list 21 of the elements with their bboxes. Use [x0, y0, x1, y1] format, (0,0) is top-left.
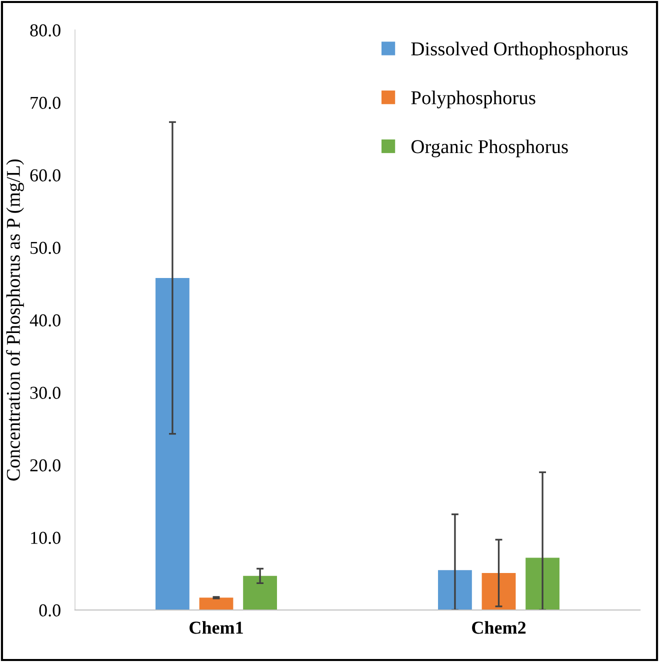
bar — [156, 278, 190, 610]
y-tick-label: 0.0 — [39, 604, 60, 617]
bar — [199, 598, 234, 610]
legend-label: Organic Phosphorus — [411, 140, 568, 158]
y-tick-label: 60.0 — [30, 169, 60, 182]
bar — [526, 558, 560, 610]
y-axis-title: Concentration of Phosphorus as P (mg/L) — [6, 159, 24, 481]
y-tick-label: 50.0 — [30, 242, 60, 254]
y-tick-label: 70.0 — [30, 96, 60, 110]
x-tick-label: Chem2 — [472, 621, 526, 634]
legend-label: Polyphosphorus — [411, 90, 536, 108]
y-tick-label: 20.0 — [30, 459, 60, 472]
y-tick-label: 10.0 — [31, 532, 60, 544]
y-tick-label: 80.0 — [30, 24, 60, 37]
x-tick-label: Chem1 — [190, 621, 243, 634]
bar — [482, 573, 516, 610]
y-tick-label: 40.0 — [30, 314, 60, 327]
y-tick-label: 30.0 — [30, 386, 60, 400]
bar — [243, 576, 277, 610]
legend-label: Dissolved Orthophosphorus — [411, 42, 628, 60]
bar — [438, 570, 472, 610]
